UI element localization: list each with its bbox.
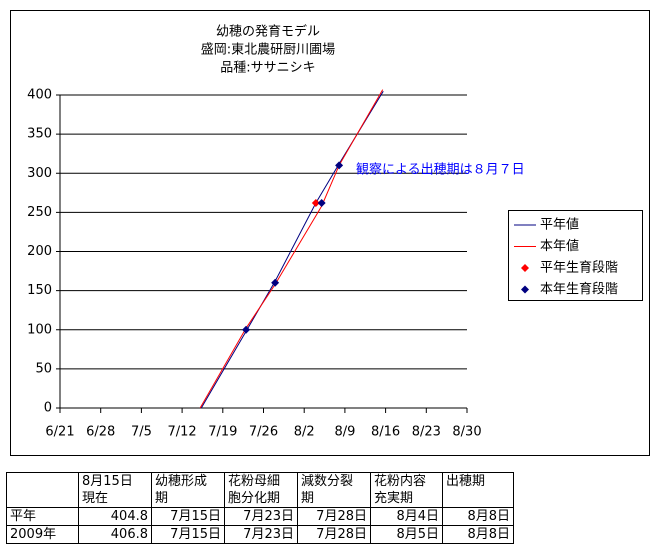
header-row: 8月15日 現在 幼穂形成期花粉母細 胞分化期 減数分裂期花粉内容 充実期 出穂期	[6, 472, 514, 508]
x-tick-label: 7/26	[249, 425, 278, 440]
y-tick-label: 0	[44, 401, 52, 416]
header-text: 減数分裂	[301, 474, 354, 489]
data-marker	[271, 278, 280, 287]
table-cell: 8月5日	[370, 525, 443, 544]
legend-label: 本年値	[540, 238, 579, 254]
legend-swatch	[521, 264, 529, 272]
x-tick-label: 6/21	[45, 425, 74, 440]
table-cell: 406.8	[78, 525, 152, 544]
y-tick-label: 300	[27, 166, 52, 181]
legend-swatch	[521, 285, 529, 294]
table-cell: 7月28日	[297, 525, 371, 544]
y-tick-label: 350	[27, 127, 52, 142]
header-text: 花粉内容	[374, 474, 427, 489]
header-text: 8月15日	[82, 474, 133, 489]
header-text: 期	[301, 491, 315, 506]
header-cell: 幼穂形成期	[151, 472, 225, 508]
legend-label: 平年値	[540, 217, 579, 233]
table-row: 2009年 406.8 7月15日 7月23日 7月28日 8月5日 8月8日	[6, 525, 514, 544]
x-tick-label: 6/28	[86, 425, 115, 440]
header-cell: 花粉母細 胞分化期	[224, 472, 298, 508]
legend-label: 平年生育段階	[540, 260, 618, 276]
x-tick-label: 8/16	[371, 425, 400, 440]
series-line	[199, 89, 384, 409]
table-cell: 7月28日	[297, 507, 371, 526]
table-cell: 7月15日	[151, 525, 225, 544]
annotation: 観察による出穂期は８月７日	[356, 163, 525, 178]
data-marker	[335, 161, 344, 170]
y-tick-label: 200	[27, 244, 52, 259]
chart-title: 品種:ササニシキ	[220, 60, 315, 76]
x-tick-label: 7/5	[131, 425, 152, 440]
table-cell: 404.8	[78, 507, 152, 526]
header-cell: 8月15日現在	[78, 472, 152, 508]
header-cell: 減数分裂期	[297, 472, 371, 508]
table-cell: 7月15日	[151, 507, 225, 526]
x-tick-label: 7/12	[167, 425, 196, 440]
legend-label: 本年生育段階	[540, 281, 618, 297]
header-cell: 花粉内容 充実期	[370, 472, 443, 508]
table-cell: 2009年	[6, 525, 79, 544]
header-text: 幼穂形成	[155, 474, 208, 489]
header-text: 花粉母細	[228, 474, 281, 489]
header-text: 期	[155, 491, 169, 506]
y-tick-label: 100	[27, 322, 52, 337]
header-text: 現在	[82, 491, 109, 506]
chart-title: 盛岡:東北農研厨川圃場	[201, 42, 335, 58]
data-marker	[242, 325, 251, 334]
header-text: 胞分化期	[228, 491, 281, 506]
y-tick-label: 150	[27, 283, 52, 298]
y-tick-label: 50	[35, 361, 52, 376]
header-text: 充実期	[374, 491, 414, 506]
x-tick-label: 8/30	[452, 425, 481, 440]
table-cell: 8月4日	[370, 507, 443, 526]
data-table: 8月15日 現在 幼穂形成期花粉母細 胞分化期 減数分裂期花粉内容 充実期 出穂期 平年 404…	[6, 472, 514, 544]
chart-title: 幼穂の発育モデル	[216, 24, 320, 40]
table-cell: 平年	[6, 507, 79, 526]
y-tick-label: 400	[27, 88, 52, 103]
data-marker	[311, 198, 320, 207]
x-tick-label: 8/9	[334, 425, 355, 440]
table-cell: 7月23日	[224, 525, 298, 544]
header-text: 出穂期	[446, 474, 486, 489]
header-cell	[6, 472, 79, 508]
table-cell: 8月8日	[442, 525, 514, 544]
x-tick-label: 8/2	[294, 425, 315, 440]
data-marker	[317, 198, 326, 207]
table-row: 平年 404.8 7月15日 7月23日 7月28日 8月4日 8月8日	[6, 507, 514, 526]
x-tick-label: 7/19	[208, 425, 237, 440]
y-tick-label: 250	[27, 205, 52, 220]
header-cell: 出穂期	[442, 472, 514, 508]
table-cell: 8月8日	[442, 507, 514, 526]
table-cell: 7月23日	[224, 507, 298, 526]
x-tick-label: 8/23	[412, 425, 441, 440]
